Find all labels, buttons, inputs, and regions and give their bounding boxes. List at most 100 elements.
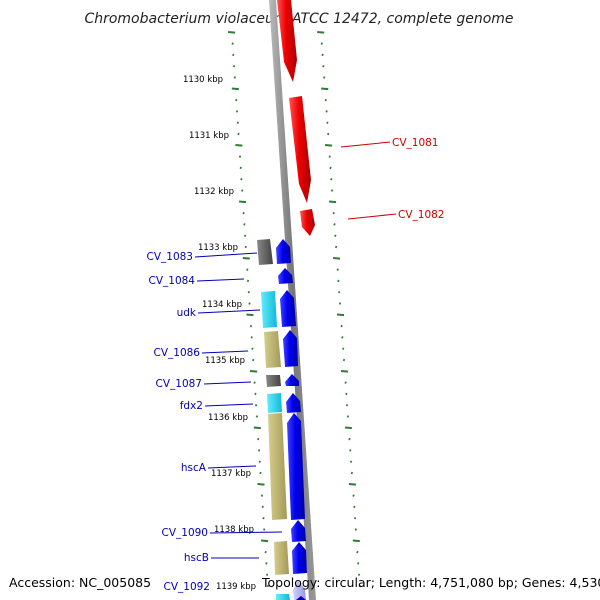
tick-mark bbox=[334, 234, 337, 237]
tick-mark bbox=[340, 324, 343, 328]
gene-fdx2[interactable] bbox=[286, 393, 301, 413]
tick-marks-right bbox=[317, 31, 361, 588]
kbp-label: 1130 kbp bbox=[183, 75, 223, 85]
tick-mark bbox=[261, 505, 264, 509]
tick-mark bbox=[344, 381, 347, 384]
tick-mark bbox=[325, 110, 328, 113]
kbp-label: 1134 kbp bbox=[202, 300, 242, 310]
feature-boxes bbox=[257, 239, 290, 600]
tick-mark bbox=[231, 42, 234, 45]
tick-mark bbox=[342, 358, 346, 362]
leader-line bbox=[203, 381, 252, 385]
tick-mark bbox=[257, 449, 261, 452]
tick-mark bbox=[265, 573, 269, 576]
genes-reverse bbox=[276, 239, 307, 600]
gene-label-cv1084[interactable]: CV_1084 bbox=[149, 275, 196, 287]
tick-mark bbox=[253, 381, 256, 384]
tick-mark bbox=[236, 121, 239, 124]
tick-mark bbox=[261, 539, 269, 543]
genes-forward bbox=[277, 0, 315, 236]
tick-mark bbox=[326, 121, 329, 124]
tick-mark bbox=[321, 87, 329, 91]
tick-mark bbox=[325, 144, 333, 147]
feature-box bbox=[261, 291, 277, 328]
gene-label-cv1083[interactable]: CV_1083 bbox=[147, 251, 194, 263]
tick-mark bbox=[239, 166, 242, 170]
gene-label-hscb[interactable]: hscB bbox=[184, 552, 209, 564]
kbp-label: 1132 kbp bbox=[194, 187, 234, 197]
tick-mark bbox=[333, 257, 341, 260]
tick-mark bbox=[246, 313, 254, 317]
gene-label-cv1092[interactable]: CV_1092 bbox=[164, 581, 211, 593]
tick-mark bbox=[235, 144, 243, 147]
tick-mark bbox=[254, 403, 258, 407]
tick-mark bbox=[249, 324, 253, 328]
kbp-label: 1135 kbp bbox=[205, 356, 245, 366]
tick-mark bbox=[337, 279, 340, 283]
tick-mark bbox=[250, 370, 258, 373]
tick-mark bbox=[231, 87, 239, 91]
tick-mark bbox=[317, 31, 325, 34]
tick-mark bbox=[262, 516, 265, 520]
gene-arrow[interactable] bbox=[296, 596, 306, 600]
leader-line bbox=[204, 403, 254, 407]
tick-mark bbox=[244, 245, 247, 249]
tick-mark bbox=[333, 223, 336, 226]
tick-mark bbox=[348, 483, 356, 486]
tick-mark bbox=[252, 358, 255, 362]
gene-label-cv1086[interactable]: CV_1086 bbox=[154, 347, 201, 359]
gene-label-cv1081[interactable]: CV_1081 bbox=[392, 137, 439, 149]
tick-mark bbox=[228, 31, 236, 34]
leader-line bbox=[194, 252, 258, 258]
tick-mark bbox=[235, 110, 239, 113]
tick-mark bbox=[344, 426, 352, 430]
tick-mark bbox=[340, 370, 349, 373]
tick-mark bbox=[352, 539, 360, 543]
tick-mark bbox=[348, 437, 351, 441]
gene-hsca[interactable] bbox=[287, 413, 305, 520]
gene-hscb[interactable] bbox=[292, 542, 307, 574]
tick-mark bbox=[338, 290, 341, 294]
tick-mark bbox=[240, 177, 243, 181]
tick-mark bbox=[354, 528, 357, 531]
tick-mark bbox=[346, 415, 350, 418]
tick-mark bbox=[265, 562, 268, 565]
gene-label-cv1090[interactable]: CV_1090 bbox=[162, 527, 209, 539]
tick-mark bbox=[352, 494, 355, 497]
kbp-label: 1131 kbp bbox=[189, 131, 229, 141]
right-gene-labels: CV_1081 CV_1082 bbox=[340, 137, 445, 221]
gene-cv1082[interactable] bbox=[300, 209, 315, 236]
leader-line bbox=[340, 141, 391, 148]
feature-box bbox=[264, 331, 281, 368]
tick-mark bbox=[250, 336, 253, 339]
leader-line bbox=[197, 309, 261, 314]
tick-mark bbox=[342, 347, 345, 350]
tick-mark bbox=[235, 98, 238, 102]
tick-mark bbox=[353, 516, 357, 520]
tick-mark bbox=[349, 449, 352, 452]
gene-cv1084[interactable] bbox=[278, 268, 293, 284]
gene-arrow[interactable] bbox=[293, 581, 306, 600]
tick-mark bbox=[322, 64, 325, 68]
gene-label-cv1087[interactable]: CV_1087 bbox=[156, 378, 203, 390]
tick-mark bbox=[239, 200, 247, 204]
tick-mark bbox=[232, 64, 236, 68]
gene-cv1083[interactable] bbox=[276, 239, 291, 264]
gene-cv1087[interactable] bbox=[285, 374, 299, 386]
gene-label-fdx2[interactable]: fdx2 bbox=[180, 400, 203, 412]
gene-cv1081[interactable] bbox=[289, 96, 311, 203]
gene-label-cv1082[interactable]: CV_1082 bbox=[398, 209, 445, 221]
gene-cv1090[interactable] bbox=[291, 520, 306, 542]
tick-mark bbox=[320, 42, 323, 45]
gene-label-hsca[interactable]: hscA bbox=[181, 462, 207, 474]
genome-info-text: Topology: circular; Length: 4,751,080 bp… bbox=[262, 575, 600, 590]
gene-arrow[interactable] bbox=[277, 0, 297, 82]
leader-line bbox=[201, 350, 249, 354]
gene-label-udk[interactable]: udk bbox=[177, 307, 197, 319]
feature-box bbox=[267, 393, 282, 413]
gene-udk[interactable] bbox=[280, 290, 296, 327]
tick-mark bbox=[336, 313, 345, 317]
tick-mark bbox=[353, 505, 356, 509]
gene-cv1086[interactable] bbox=[283, 330, 298, 367]
tick-mark bbox=[323, 76, 326, 79]
